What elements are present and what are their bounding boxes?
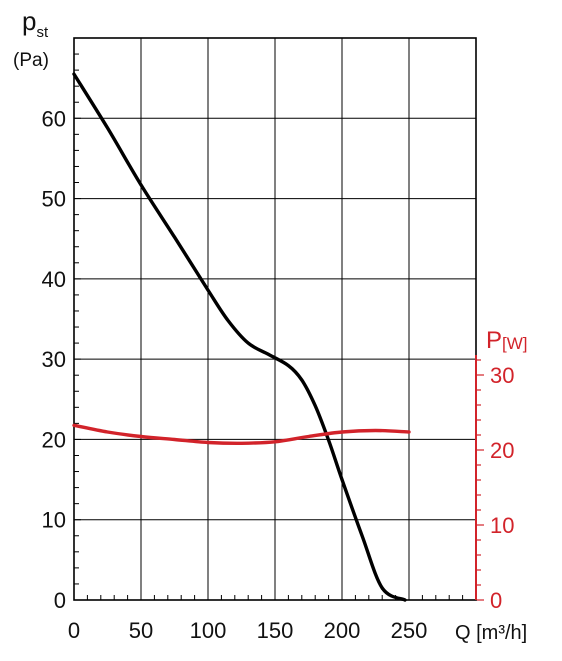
y-right-tick-label: 0 — [490, 588, 502, 613]
y-left-tick-label: 0 — [54, 588, 66, 613]
grid-lines — [74, 38, 476, 600]
y-axis-title-left-main: p — [22, 6, 36, 36]
y-left-tick-label: 10 — [42, 508, 66, 533]
x-tick-label: 100 — [190, 618, 227, 643]
y-left-tick-label: 30 — [42, 347, 66, 372]
y-axis-title-right-main: P — [486, 327, 502, 354]
x-tick-labels: 0 50 100 150 200 250 — [68, 618, 427, 643]
plot-frame — [73, 37, 477, 601]
x-tick-label: 200 — [324, 618, 361, 643]
right-tick-labels: 0 10 20 30 — [490, 363, 514, 613]
y-axis-title-left: pst — [22, 6, 49, 41]
power-curve-line — [72, 423, 411, 446]
x-tick-label: 150 — [257, 618, 294, 643]
plot-border — [73, 37, 477, 601]
y-right-tick-label: 20 — [490, 438, 514, 463]
pressure-curve-line — [72, 72, 407, 602]
y-axis-title-left-sub: st — [36, 24, 49, 41]
y-left-tick-label: 50 — [42, 187, 66, 212]
y-axis-title-right-sub: [W] — [502, 334, 528, 353]
left-tick-labels: 0 10 20 30 40 50 60 — [42, 106, 66, 613]
data-series — [72, 72, 411, 602]
y-right-tick-label: 10 — [490, 513, 514, 538]
y-left-tick-label: 20 — [42, 427, 66, 452]
x-tick-label: 250 — [391, 618, 428, 643]
x-axis-title: Q [m³/h] — [455, 622, 527, 644]
x-tick-label: 50 — [129, 618, 153, 643]
y-right-tick-label: 30 — [490, 363, 514, 388]
y-left-tick-label: 40 — [42, 267, 66, 292]
minor-ticks — [73, 37, 484, 601]
y-axis-title-right: P[W] — [486, 327, 528, 354]
y-axis-unit-left: (Pa) — [13, 50, 49, 71]
x-tick-label: 0 — [68, 618, 80, 643]
y-left-tick-label: 60 — [42, 106, 66, 131]
